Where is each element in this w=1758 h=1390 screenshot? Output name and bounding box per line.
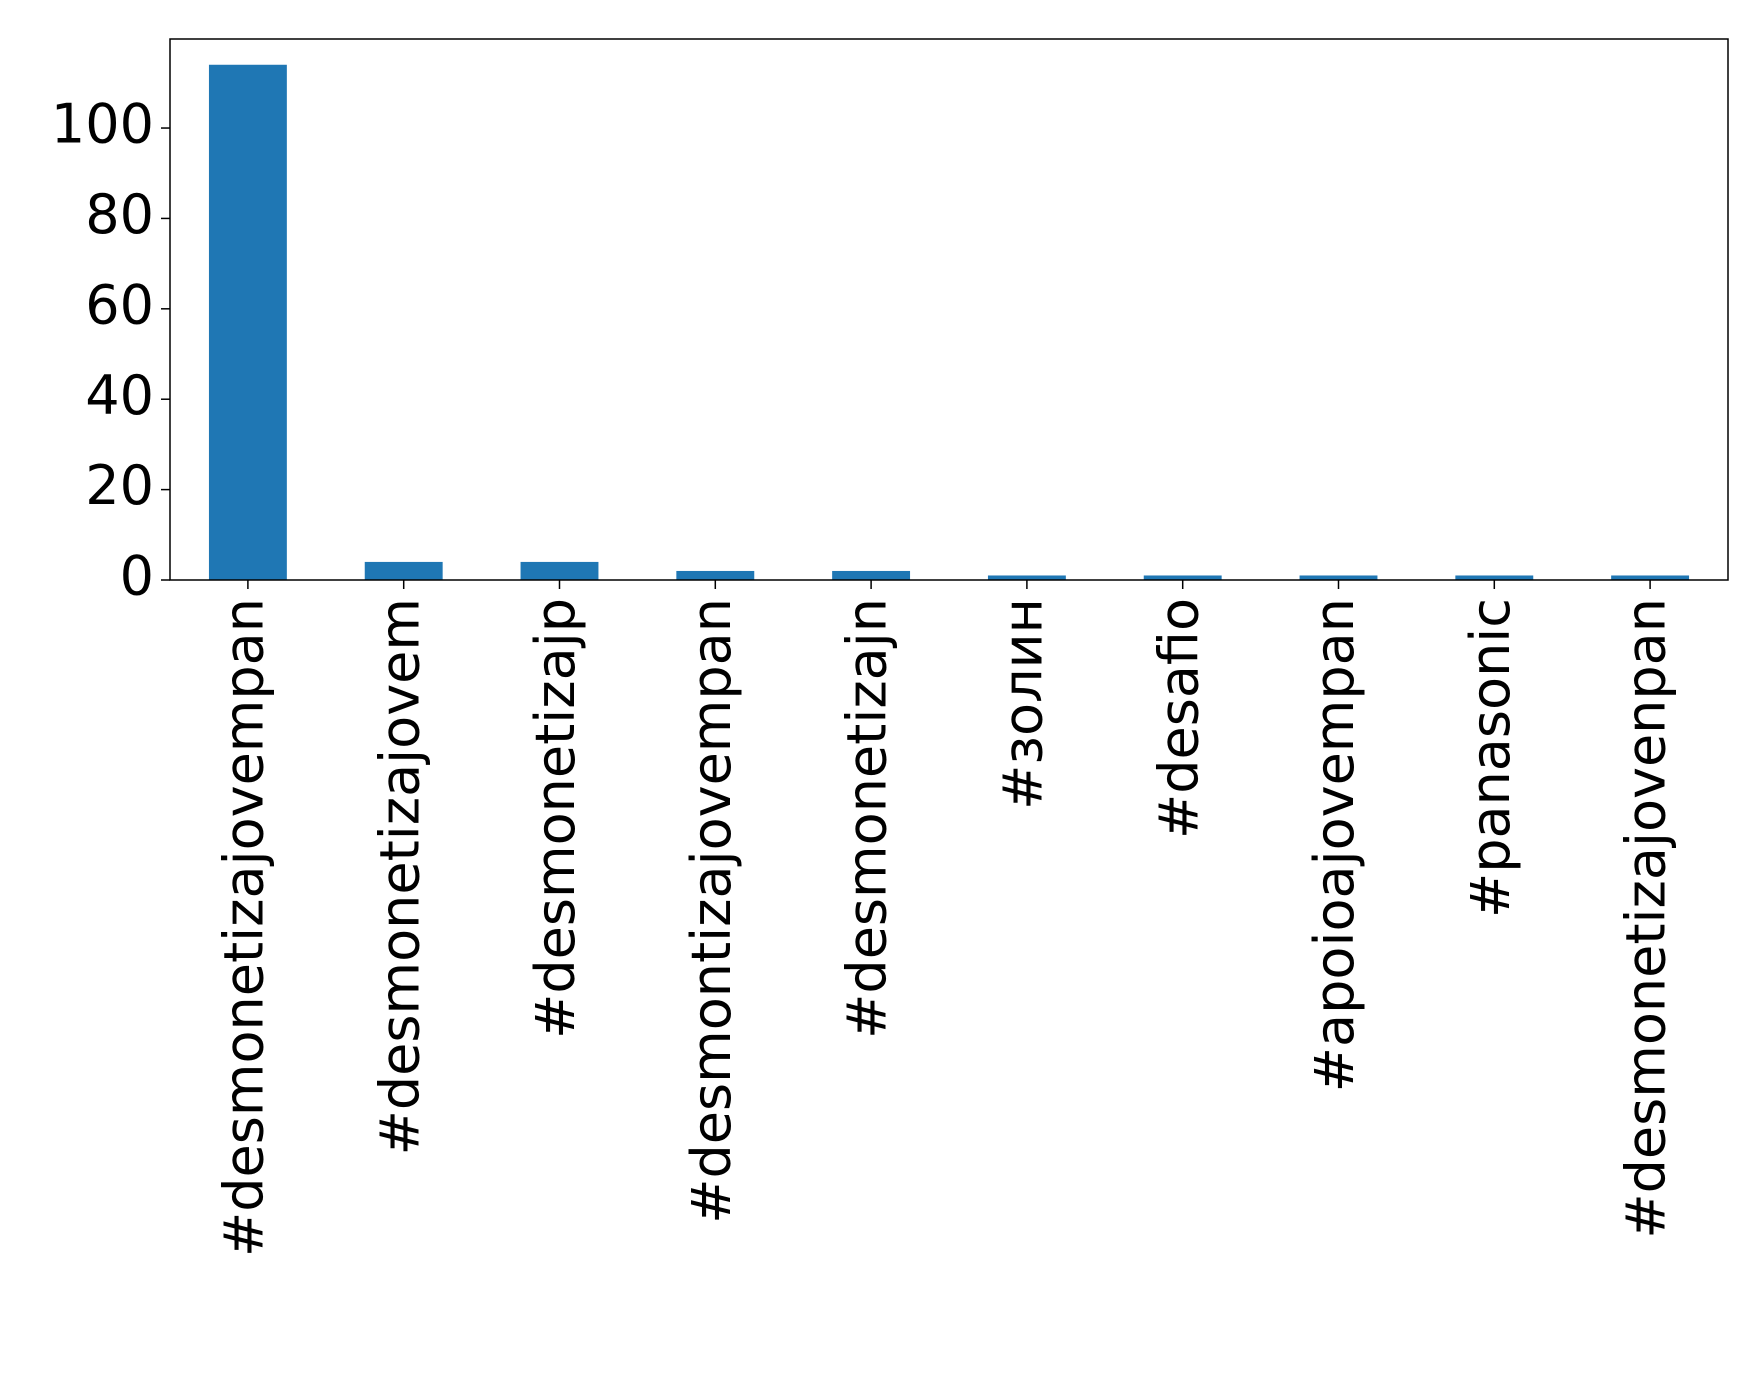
x-tick-label: #desmonetizajovem	[368, 598, 431, 1155]
bar	[1143, 575, 1222, 580]
bar	[1299, 575, 1378, 580]
bar	[1611, 575, 1690, 580]
y-tick-label: 0	[120, 545, 154, 608]
x-tick-label: #desafio	[1147, 598, 1210, 839]
bar	[676, 570, 755, 580]
x-tick-label: #desmontizajovempan	[680, 598, 743, 1224]
bar	[832, 570, 911, 580]
y-tick-label: 20	[85, 454, 154, 517]
x-tick-label: #desmonetizajp	[524, 598, 587, 1039]
x-tick-label: #desmonetizajn	[836, 598, 899, 1039]
plot-frame	[169, 38, 1729, 581]
y-tick-label: 100	[51, 93, 154, 156]
bar	[208, 64, 287, 580]
x-tick-label: #золин	[992, 598, 1055, 810]
x-tick-label: #desmonetizajovenpan	[1615, 598, 1678, 1239]
y-tick-label: 60	[85, 273, 154, 336]
y-tick-label: 80	[85, 183, 154, 246]
x-tick-label: #apoioajovempan	[1303, 598, 1366, 1092]
bar	[987, 575, 1066, 580]
bar	[520, 561, 599, 580]
x-tick-label: #panasonic	[1459, 598, 1522, 918]
bar	[364, 561, 443, 580]
bar	[1455, 575, 1534, 580]
x-tick-label: #desmonetizajovempan	[213, 598, 276, 1257]
y-tick-label: 40	[85, 364, 154, 427]
